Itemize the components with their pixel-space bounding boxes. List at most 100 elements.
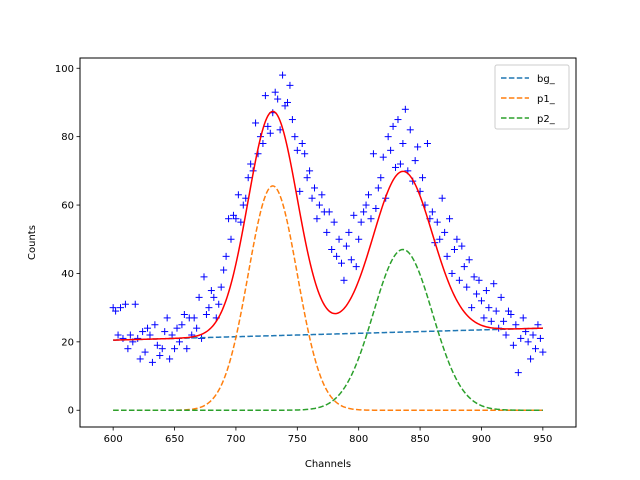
data-point bbox=[286, 81, 294, 89]
x-tick-label: 800 bbox=[349, 434, 368, 445]
data-point bbox=[502, 331, 510, 339]
data-point bbox=[183, 345, 191, 353]
data-point bbox=[173, 324, 181, 332]
data-point bbox=[477, 297, 485, 305]
data-point bbox=[367, 215, 375, 223]
data-point bbox=[166, 355, 174, 363]
data-point bbox=[232, 215, 240, 223]
data-point bbox=[534, 321, 542, 329]
x-tick-label: 950 bbox=[533, 434, 552, 445]
data-point bbox=[441, 228, 449, 236]
data-point bbox=[308, 194, 316, 202]
data-point bbox=[161, 328, 169, 336]
data-point bbox=[450, 246, 458, 254]
data-point bbox=[215, 300, 223, 308]
data-point bbox=[487, 317, 495, 325]
data-point bbox=[480, 314, 488, 322]
data-point bbox=[252, 119, 260, 127]
data-point bbox=[490, 280, 498, 288]
y-tick-label: 40 bbox=[61, 269, 74, 280]
data-point bbox=[325, 208, 333, 216]
data-point bbox=[423, 139, 431, 147]
data-point bbox=[482, 287, 490, 295]
data-point bbox=[244, 174, 252, 182]
data-point bbox=[507, 310, 515, 318]
data-point bbox=[394, 116, 402, 124]
data-point bbox=[529, 331, 537, 339]
data-point bbox=[433, 218, 441, 226]
data-point bbox=[536, 334, 544, 342]
data-point bbox=[500, 317, 508, 325]
data-point bbox=[465, 256, 473, 264]
data-point bbox=[261, 92, 269, 100]
data-point bbox=[180, 310, 188, 318]
data-point bbox=[387, 146, 395, 154]
y-tick-label: 100 bbox=[55, 64, 74, 75]
x-axis-label: Channels bbox=[305, 459, 351, 470]
data-point bbox=[384, 133, 392, 141]
legend-box bbox=[494, 64, 570, 130]
data-point bbox=[453, 235, 461, 243]
data-point bbox=[195, 293, 203, 301]
data-point bbox=[239, 201, 247, 209]
y-tick-label: 20 bbox=[61, 337, 74, 348]
data-point bbox=[171, 345, 179, 353]
data-point bbox=[306, 167, 314, 175]
data-point bbox=[411, 157, 419, 165]
data-point bbox=[202, 310, 210, 318]
data-point bbox=[153, 341, 161, 349]
data-point bbox=[509, 341, 517, 349]
plot-area bbox=[109, 71, 547, 411]
data-point bbox=[539, 348, 547, 356]
data-point bbox=[296, 187, 304, 195]
data-point bbox=[247, 160, 255, 168]
data-point bbox=[372, 204, 380, 212]
data-point bbox=[205, 304, 213, 312]
data-point bbox=[492, 307, 500, 315]
data-point bbox=[460, 263, 468, 271]
data-point bbox=[121, 300, 129, 308]
data-point bbox=[227, 235, 235, 243]
y-axis: 0 20 40 60 80 100 bbox=[55, 64, 80, 417]
x-axis: 600 650 700 750 800 850 900 950 bbox=[104, 427, 552, 445]
data-point bbox=[458, 242, 466, 250]
axes-frame bbox=[79, 57, 577, 428]
data-point bbox=[463, 283, 471, 291]
data-point bbox=[369, 150, 377, 158]
data-point bbox=[335, 235, 343, 243]
data-point bbox=[446, 215, 454, 223]
data-point bbox=[141, 348, 149, 356]
data-point bbox=[468, 304, 476, 312]
x-tick-label: 750 bbox=[288, 434, 307, 445]
data-point bbox=[175, 338, 183, 346]
y-tick-label: 80 bbox=[61, 132, 74, 143]
data-point bbox=[352, 263, 360, 271]
data-point bbox=[350, 211, 358, 219]
data-point bbox=[475, 276, 483, 284]
data-point bbox=[124, 345, 132, 353]
legend: bg_ p1_ p2_ bbox=[494, 64, 570, 130]
data-point bbox=[148, 358, 156, 366]
data-point bbox=[448, 269, 456, 277]
data-point bbox=[338, 259, 346, 267]
data-point bbox=[443, 252, 451, 260]
data-point bbox=[531, 345, 539, 353]
data-point bbox=[396, 160, 404, 168]
x-tick-label: 850 bbox=[411, 434, 430, 445]
data-point bbox=[136, 355, 144, 363]
data-point bbox=[198, 334, 206, 342]
data-point bbox=[514, 369, 522, 377]
y-tick-label: 0 bbox=[68, 406, 74, 417]
x-tick-label: 700 bbox=[226, 434, 245, 445]
data-point bbox=[470, 273, 478, 281]
data-point bbox=[401, 105, 409, 113]
data-point bbox=[355, 235, 363, 243]
data-point bbox=[333, 252, 341, 260]
data-point bbox=[193, 324, 201, 332]
data-point bbox=[259, 139, 267, 147]
data-point bbox=[178, 321, 186, 329]
data-point bbox=[234, 191, 242, 199]
data-point bbox=[318, 191, 326, 199]
x-tick-label: 650 bbox=[165, 434, 184, 445]
data-point bbox=[112, 307, 120, 315]
